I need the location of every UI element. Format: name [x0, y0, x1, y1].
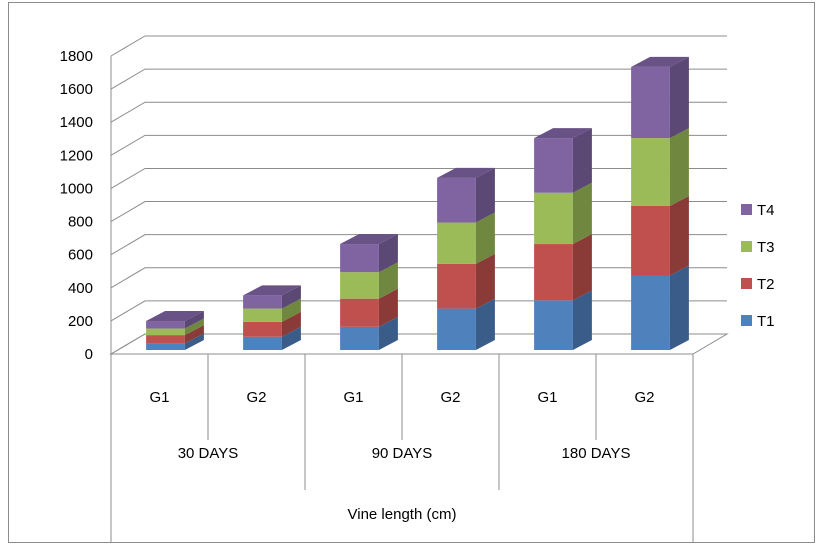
bar-side-t4: [281, 285, 301, 309]
x-category-label: G2: [246, 389, 266, 406]
x-axis-title: Vine length (cm): [348, 506, 457, 523]
bar-segment-t4: [243, 295, 282, 309]
bar-top-t4: [534, 128, 592, 139]
bar-side-t3: [378, 262, 398, 299]
gridline: [110, 267, 727, 289]
legend-swatch-t3: [741, 241, 752, 252]
bar-segment-t4: [534, 138, 573, 193]
y-tick-label: 1000: [60, 180, 93, 197]
x-group-label: 30 DAYS: [178, 445, 239, 462]
bar-segment-t2: [631, 205, 670, 276]
y-tick-label: 600: [68, 247, 93, 264]
x-category-label: G1: [343, 389, 363, 406]
gridline: [110, 134, 727, 156]
bar-segment-t1: [534, 300, 573, 350]
bar-segment-t3: [534, 192, 573, 245]
bar-side-t3: [184, 318, 204, 336]
bar-side-t4: [572, 128, 592, 193]
bar-segment-t3: [243, 308, 282, 322]
bar-side-t2: [184, 325, 204, 344]
bar-side-t1: [281, 326, 301, 350]
x-group-label: 180 DAYS: [562, 445, 631, 462]
gridline: [110, 300, 727, 322]
bar-side-t2: [281, 311, 301, 337]
x-category-label: G2: [440, 389, 460, 406]
bar-side-t1: [475, 298, 495, 350]
bar-segment-t4: [631, 66, 670, 139]
bar-side-t4: [184, 311, 204, 329]
legend-label-t1: T1: [757, 313, 775, 330]
bar-side-t1: [669, 265, 689, 350]
bar-segment-t1: [631, 275, 670, 350]
legend-swatch-t1: [741, 315, 752, 326]
bar-segment-t3: [631, 138, 670, 206]
y-tick-label: 1200: [60, 147, 93, 164]
bar-top-t4: [437, 167, 495, 178]
bar-top-t4: [631, 56, 689, 67]
bar-segment-t1: [243, 336, 282, 350]
legend-swatch-t4: [741, 204, 752, 215]
bar-segment-t2: [340, 298, 379, 327]
y-tick-label: 400: [68, 280, 93, 297]
gridline: [110, 101, 727, 123]
gridline: [110, 68, 727, 90]
y-tick-label: 1400: [60, 114, 93, 131]
bar-segment-t4: [146, 321, 185, 329]
bar-side-t1: [572, 290, 592, 350]
bar-side-t4: [669, 56, 689, 139]
gridline: [110, 201, 727, 222]
bar-segment-t4: [340, 244, 379, 273]
legend-label-t2: T2: [757, 276, 775, 293]
y-tick-label: 200: [68, 313, 93, 330]
bar-top-t4: [340, 234, 398, 245]
gridline: [110, 167, 727, 189]
gridline: [110, 35, 727, 57]
bar-side-t2: [669, 195, 689, 276]
bar-segment-t3: [146, 328, 185, 336]
bar-segment-t2: [437, 263, 476, 309]
bar-segment-t1: [437, 308, 476, 350]
gridline: [110, 234, 727, 256]
bar-segment-t2: [243, 321, 282, 337]
bar-side-t2: [475, 253, 495, 309]
bar-segment-t3: [437, 222, 476, 264]
y-tick-label: 800: [68, 214, 93, 231]
bar-side-t3: [475, 212, 495, 264]
y-tick-label: 0: [85, 346, 93, 363]
bar-segment-t2: [146, 335, 185, 344]
chart-border: [8, 2, 815, 543]
x-category-label: G1: [149, 389, 169, 406]
bar-segment-t1: [146, 343, 185, 350]
x-category-label: G2: [634, 389, 654, 406]
bar-top-t4: [146, 311, 204, 322]
bar-side-t2: [572, 234, 592, 301]
bar-segment-t4: [437, 177, 476, 223]
y-tick-label: 1600: [60, 81, 93, 98]
legend-swatch-t2: [741, 278, 752, 289]
x-group-label: 90 DAYS: [372, 445, 433, 462]
bar-side-t2: [378, 288, 398, 327]
legend-label-t3: T3: [757, 239, 775, 256]
bar-segment-t1: [340, 326, 379, 350]
bar-side-t3: [669, 128, 689, 206]
bar-side-t1: [378, 316, 398, 350]
bar-segment-t2: [534, 244, 573, 301]
bar-segment-t3: [340, 272, 379, 299]
bar-side-t3: [572, 182, 592, 245]
x-category-label: G1: [537, 389, 557, 406]
bar-side-t4: [475, 167, 495, 223]
bar-side-t1: [184, 333, 204, 350]
y-tick-label: 1800: [60, 48, 93, 65]
bar-top-t4: [243, 285, 301, 296]
bar-side-t3: [281, 298, 301, 322]
bar-side-t4: [378, 234, 398, 273]
legend-label-t4: T4: [757, 202, 775, 219]
